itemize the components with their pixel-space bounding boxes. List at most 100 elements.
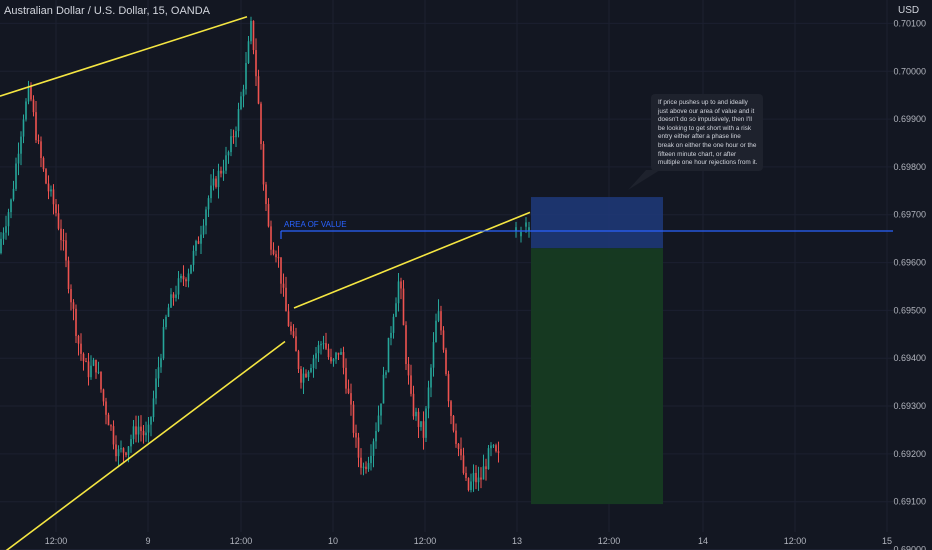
candle (235, 126, 237, 148)
candle (80, 333, 82, 361)
candle-body (452, 415, 455, 431)
candle (225, 146, 227, 175)
trendline (293, 211, 531, 309)
trendline (5, 340, 286, 550)
candle-body (367, 463, 370, 470)
candle-body (322, 343, 325, 345)
candle (12, 180, 15, 202)
candle-body (447, 374, 450, 402)
candle-body (402, 288, 405, 326)
candle (515, 221, 517, 238)
candle (192, 245, 195, 272)
candle-body (97, 371, 100, 373)
candle-body (122, 448, 125, 453)
candle-body (110, 425, 112, 427)
annotation-note[interactable]: If price pushes up to and ideally just a… (651, 94, 763, 171)
candle (445, 347, 447, 376)
candle-body (40, 141, 42, 159)
candle-body (380, 403, 382, 416)
candle-body (382, 374, 385, 404)
candle (455, 423, 457, 448)
candle-body (387, 337, 390, 373)
candle (375, 422, 377, 449)
x-tick-label: 12:00 (784, 536, 807, 546)
candle (15, 157, 17, 191)
candle-body (467, 478, 470, 491)
candle (102, 388, 105, 406)
candle (210, 174, 212, 203)
candle-body (365, 466, 367, 470)
y-tick-label: 0.69000 (893, 545, 926, 550)
candle-body (72, 302, 75, 309)
candle (417, 408, 420, 439)
candle (467, 477, 470, 492)
y-tick-label: 0.69900 (893, 114, 926, 124)
candle (180, 273, 182, 283)
candle (2, 227, 5, 245)
candle (130, 434, 132, 453)
candle-body (377, 415, 380, 432)
candle-body (202, 225, 205, 235)
candle (92, 357, 95, 367)
candle-body (17, 153, 20, 164)
candle (435, 313, 437, 343)
currency-label: USD (898, 5, 920, 16)
candle-body (260, 103, 262, 145)
candle (277, 245, 280, 268)
candle (305, 369, 307, 379)
candle (367, 456, 370, 472)
candle (0, 232, 2, 255)
position-zones (531, 197, 663, 505)
candle-body (375, 431, 377, 442)
x-tick-label: 15 (882, 536, 892, 546)
candle (47, 175, 50, 200)
candle-body (225, 155, 227, 171)
candle-body (240, 96, 242, 110)
candle-body (30, 86, 32, 100)
candle (415, 407, 417, 421)
candle (240, 91, 242, 111)
candle (280, 257, 282, 294)
candle (477, 466, 480, 491)
candle-body (302, 373, 305, 383)
candle (437, 299, 440, 323)
candle-body (127, 446, 130, 456)
candle (390, 326, 392, 346)
candle (35, 101, 37, 144)
candle-body (342, 352, 345, 368)
x-tick-label: 12:00 (230, 536, 253, 546)
candle (72, 299, 75, 321)
candle-body (410, 375, 412, 394)
candle-body (132, 426, 135, 440)
candle-body (32, 99, 35, 113)
candle (450, 399, 452, 425)
candle (528, 221, 530, 238)
candle-body (107, 414, 110, 426)
candle-body (90, 365, 92, 378)
candle-body (482, 466, 485, 480)
candle (182, 265, 185, 287)
candle (250, 16, 252, 45)
candle-body (497, 451, 500, 453)
candle (42, 156, 45, 172)
candle-body (272, 249, 275, 255)
candle-body (167, 307, 170, 317)
candle (155, 369, 157, 405)
candle-body (22, 119, 25, 137)
candle (252, 20, 255, 55)
candle-body (472, 472, 475, 482)
candle (95, 359, 97, 379)
candle (135, 415, 137, 443)
candle (300, 365, 302, 389)
candle-body (220, 170, 222, 174)
candle (352, 401, 355, 438)
candle-body (355, 432, 357, 438)
x-tick-label: 13 (512, 536, 522, 546)
candle (55, 199, 57, 217)
candle (65, 232, 67, 268)
candle (432, 332, 435, 377)
candle (197, 236, 200, 245)
candle-body (520, 231, 522, 237)
candle-body (340, 352, 342, 355)
